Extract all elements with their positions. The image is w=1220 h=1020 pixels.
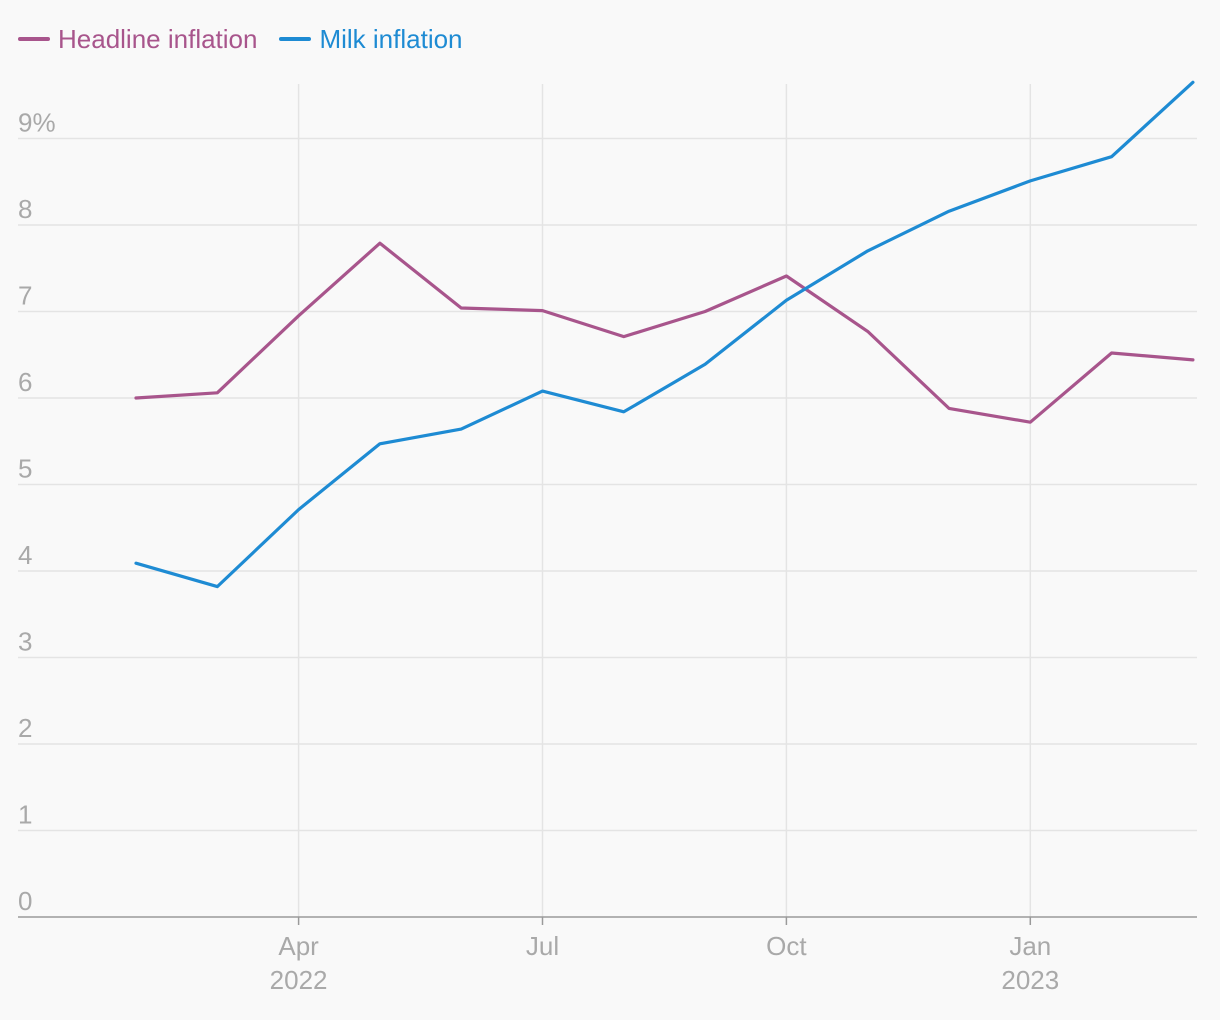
y-tick-label-7: 7: [18, 281, 32, 311]
x-tick-sublabel-2023: 2023: [1001, 965, 1059, 995]
legend-item-milk: Milk inflation: [279, 22, 463, 56]
chart-legend: Headline inflation Milk inflation: [18, 22, 463, 56]
y-tick-label-5: 5: [18, 454, 32, 484]
legend-label-headline: Headline inflation: [58, 24, 258, 54]
y-tick-label-1: 1: [18, 800, 32, 830]
y-tick-label-2: 2: [18, 713, 32, 743]
x-gridlines: [297, 84, 1032, 925]
legend-swatch-headline: [18, 37, 50, 41]
series-line-milk-inflation: [134, 80, 1195, 589]
y-tick-label-4: 4: [18, 540, 32, 570]
x-tick-label-jan: Jan: [1009, 931, 1051, 961]
y-tick-label-9: 9%: [18, 108, 56, 138]
y-tick-label-3: 3: [18, 627, 32, 657]
y-tick-labels: 0 1 2 3 4 5 6 7 8 9%: [18, 108, 56, 917]
x-tick-sublabel-2022: 2022: [270, 965, 328, 995]
y-tick-label-8: 8: [18, 194, 32, 224]
x-tick-label-apr: Apr: [278, 931, 319, 961]
x-tick-label-oct: Oct: [766, 931, 807, 961]
series-lines: [134, 80, 1195, 589]
legend-item-headline: Headline inflation: [18, 22, 257, 56]
series-line-headline-inflation: [134, 241, 1195, 424]
y-tick-label-0: 0: [18, 886, 32, 916]
y-tick-label-6: 6: [18, 367, 32, 397]
legend-swatch-milk: [279, 37, 312, 41]
legend-label-milk: Milk inflation: [319, 24, 463, 54]
y-gridlines: [18, 137, 1197, 832]
x-tick-labels: Apr 2022 Jul Oct Jan 2023: [270, 931, 1060, 995]
x-tick-label-jul: Jul: [526, 931, 559, 961]
